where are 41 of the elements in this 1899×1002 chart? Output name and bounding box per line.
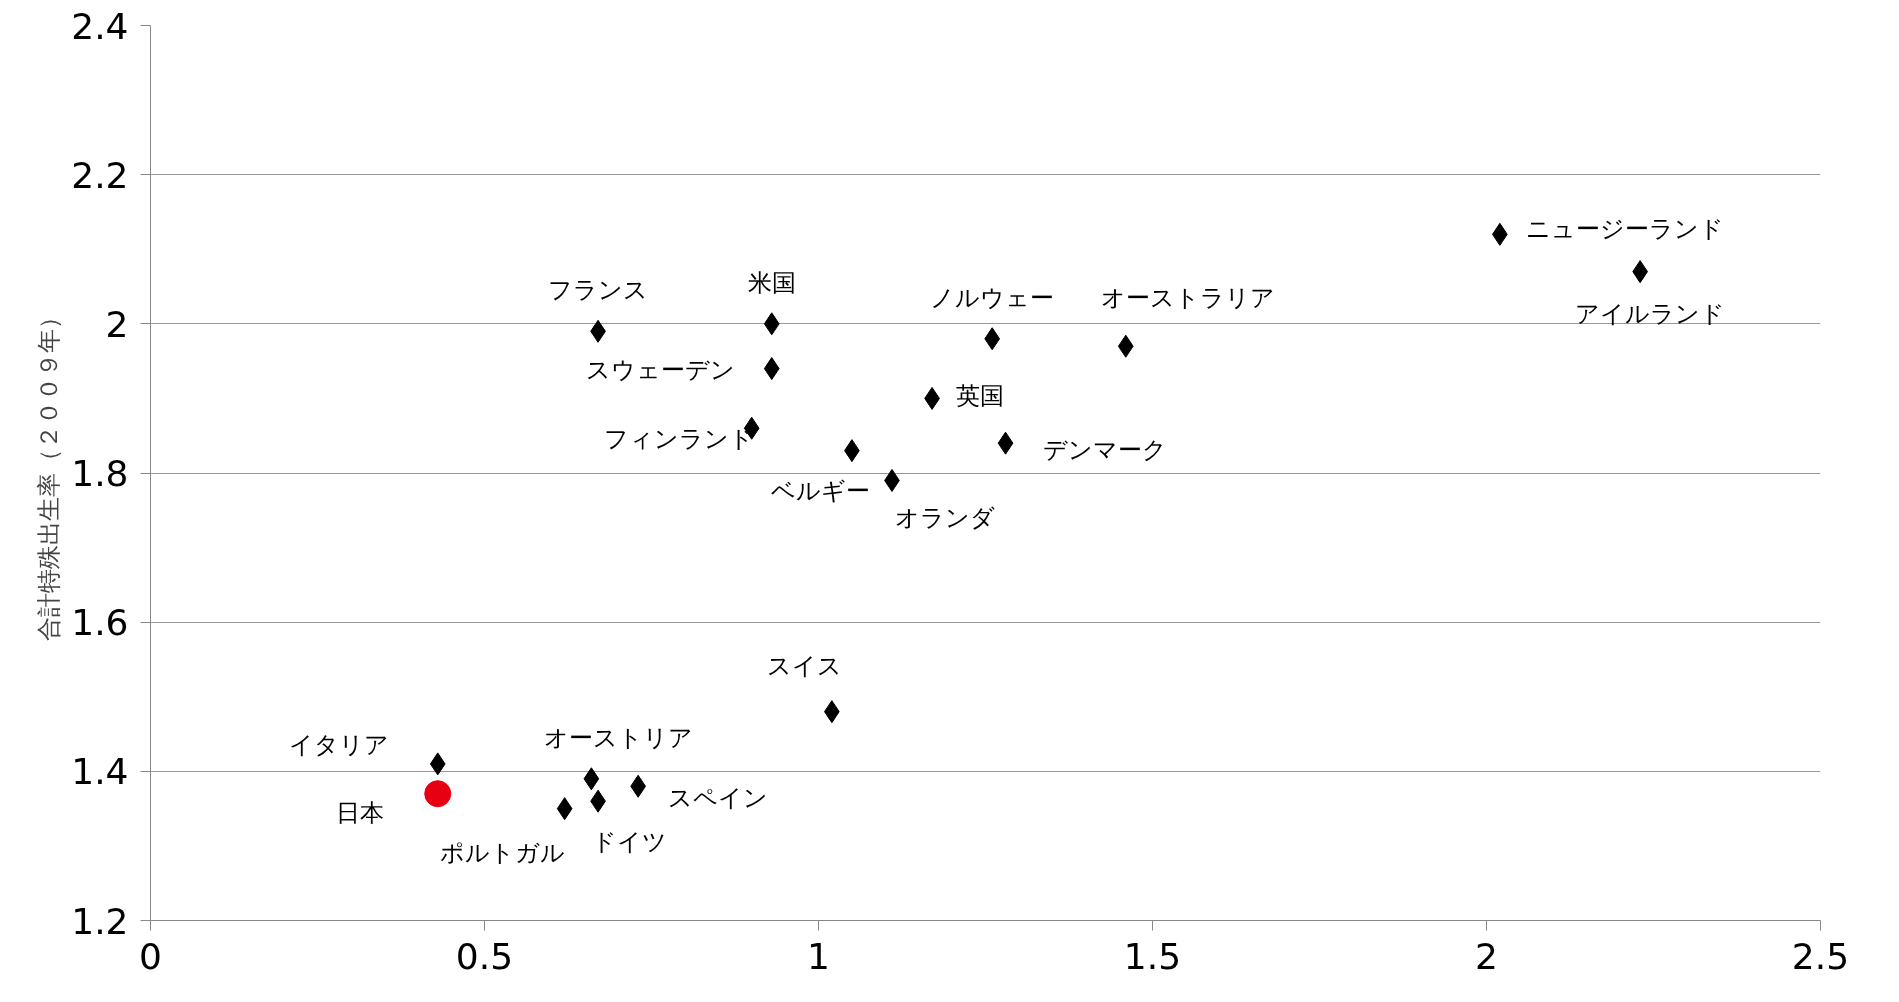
point	[424, 780, 452, 808]
x-tick-label: 2.5	[1791, 935, 1850, 977]
annotation: ノルウェー	[930, 283, 1055, 312]
point	[763, 312, 780, 336]
annotation: 日本	[335, 798, 384, 827]
y-tick-label: 2	[105, 303, 129, 345]
y-tick-label: 1.8	[71, 453, 129, 494]
x-tick-label: 0	[139, 935, 162, 977]
y-tick-label: 1.2	[71, 900, 129, 942]
point	[763, 357, 780, 381]
annotation: オーストリア	[543, 723, 693, 752]
point	[583, 767, 600, 791]
annotation: 英国	[956, 382, 1005, 411]
annotation: スペイン	[668, 784, 769, 813]
annotation: ドイツ	[591, 828, 667, 857]
y-tick-label: 2.4	[71, 5, 129, 47]
annotation: フランス	[548, 276, 649, 305]
y-tick-label: 1.4	[71, 751, 129, 793]
annotation: スイス	[767, 651, 843, 680]
annotation: 米国	[747, 268, 796, 297]
x-tick-label: 1	[807, 935, 830, 977]
x-tick-label: 0.5	[455, 935, 514, 977]
point	[429, 752, 446, 776]
y-axis-title: 合計特殊出生率（２００９年）	[35, 305, 64, 641]
annotation: スウェーデン	[586, 355, 736, 384]
annotation: オランダ	[894, 504, 995, 533]
x-tick-label: 1.5	[1123, 935, 1182, 977]
annotation: ニュージーランド	[1525, 215, 1724, 244]
point	[997, 431, 1014, 455]
point	[984, 327, 1001, 351]
annotation: オーストラリア	[1100, 284, 1275, 313]
annotation: アイルランド	[1575, 299, 1726, 328]
point	[1117, 334, 1134, 358]
annotation: ベルギー	[771, 476, 871, 505]
annotation: ポルトガル	[440, 838, 566, 867]
annotation: イタリア	[288, 730, 389, 759]
point	[556, 797, 573, 821]
y-tick-label: 1.6	[71, 602, 129, 644]
y-tick-label: 2.2	[71, 154, 129, 196]
x-tick-label: 2	[1475, 935, 1498, 977]
annotation: デンマーク	[1042, 436, 1167, 465]
